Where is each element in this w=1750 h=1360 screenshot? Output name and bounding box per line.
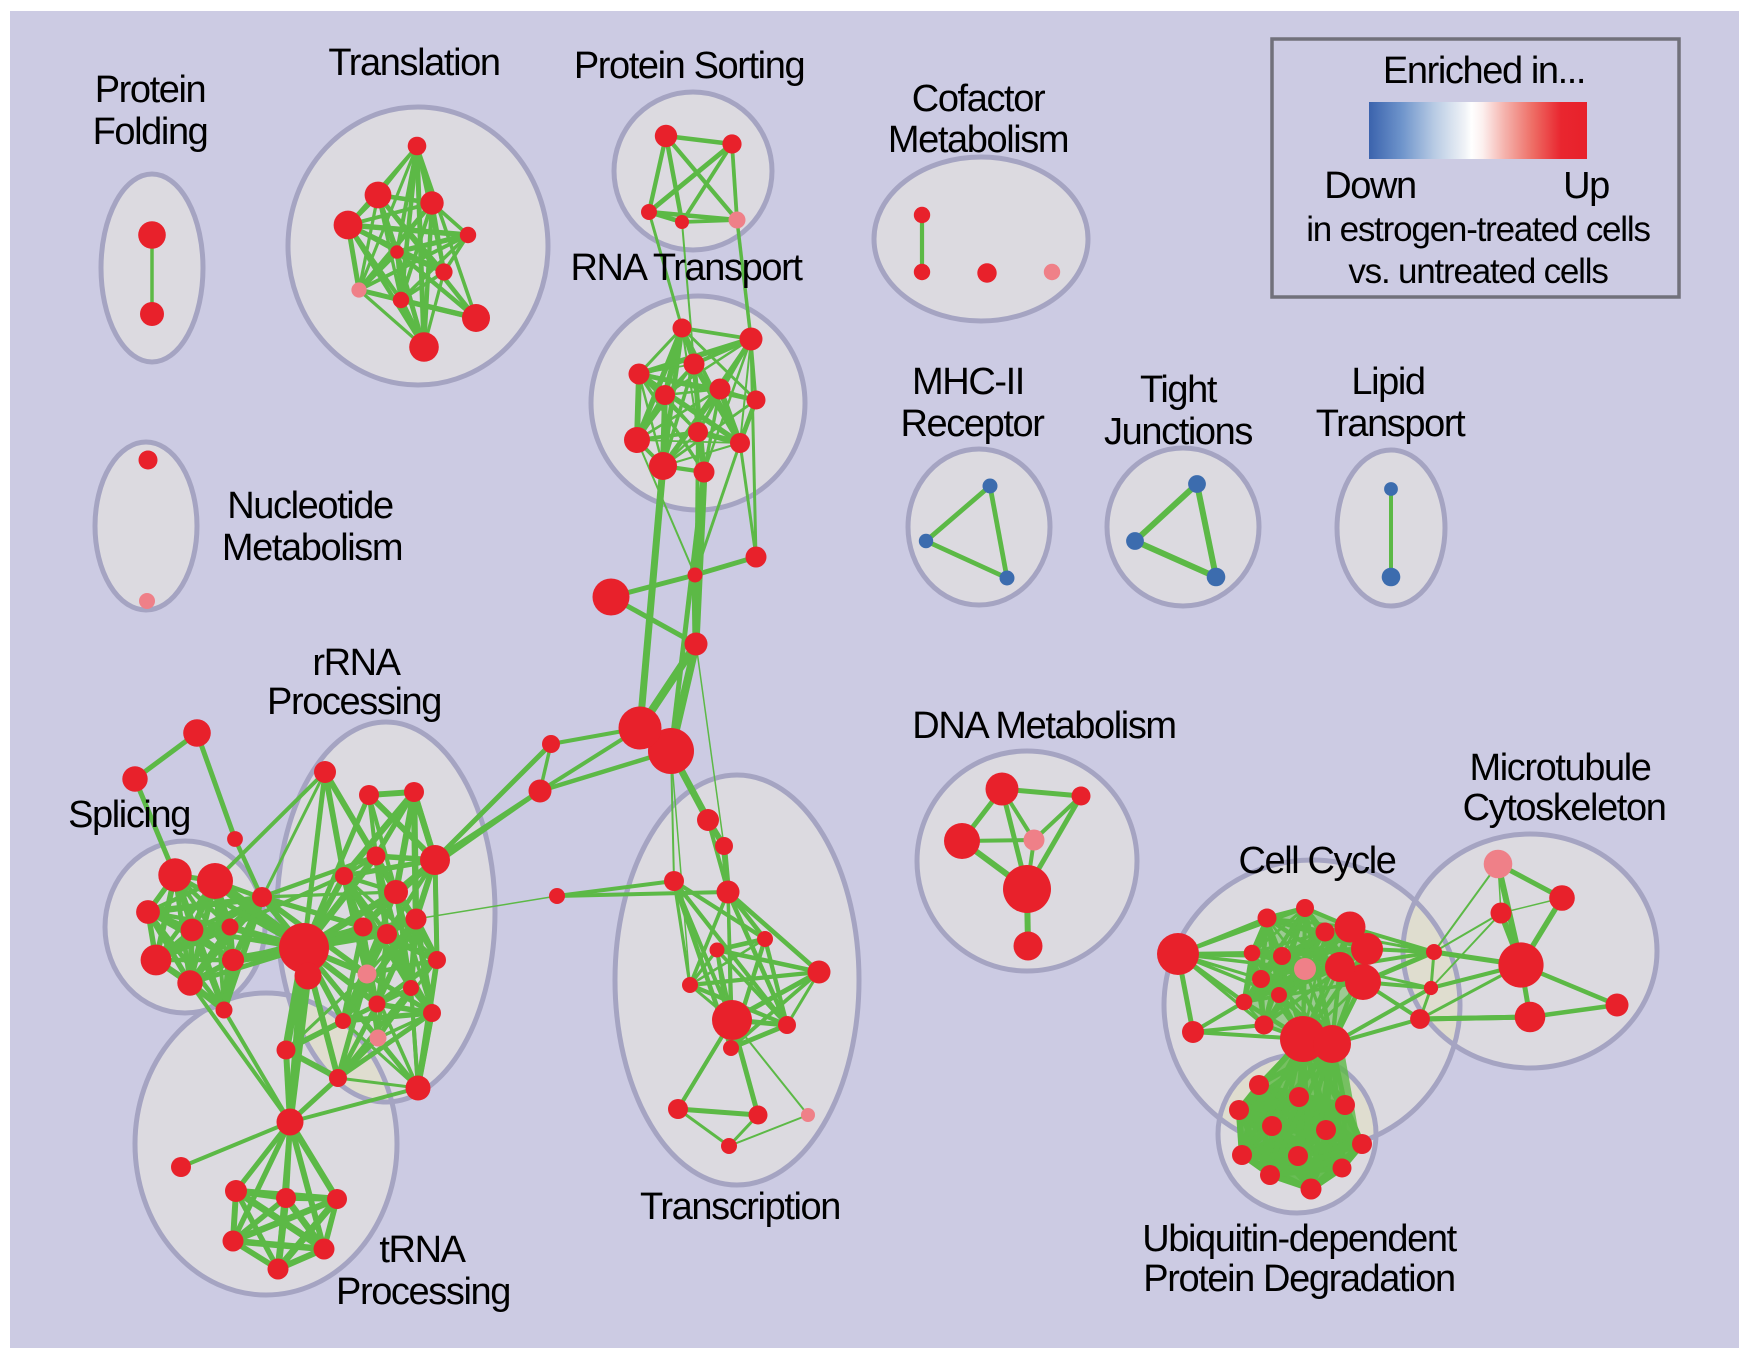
svg-text:DNA Metabolism: DNA Metabolism: [912, 705, 1175, 747]
svg-text:Metabolism: Metabolism: [222, 527, 402, 569]
svg-text:Tight: Tight: [1140, 369, 1218, 411]
svg-text:Nucleotide: Nucleotide: [227, 485, 393, 527]
svg-text:Splicing: Splicing: [68, 794, 190, 836]
svg-text:Protein Degradation: Protein Degradation: [1143, 1258, 1454, 1300]
svg-text:Transcription: Transcription: [640, 1186, 840, 1228]
svg-text:tRNA: tRNA: [379, 1229, 466, 1271]
svg-text:Protein: Protein: [95, 69, 206, 111]
svg-text:MHC-II: MHC-II: [912, 361, 1024, 403]
svg-text:Lipid: Lipid: [1351, 361, 1424, 403]
svg-text:Cell Cycle: Cell Cycle: [1238, 840, 1395, 882]
svg-text:rRNA: rRNA: [312, 642, 401, 684]
svg-text:Down: Down: [1324, 165, 1416, 207]
svg-text:Translation: Translation: [328, 42, 499, 84]
svg-text:Metabolism: Metabolism: [888, 119, 1068, 161]
svg-text:Protein Sorting: Protein Sorting: [574, 45, 804, 87]
svg-text:Cytoskeleton: Cytoskeleton: [1463, 787, 1666, 829]
svg-text:Receptor: Receptor: [901, 403, 1046, 445]
svg-text:Enriched in...: Enriched in...: [1383, 50, 1585, 92]
svg-text:vs. untreated cells: vs. untreated cells: [1348, 252, 1608, 291]
svg-text:Junctions: Junctions: [1104, 411, 1252, 453]
svg-text:Microtubule: Microtubule: [1469, 747, 1650, 789]
svg-text:Processing: Processing: [336, 1271, 510, 1313]
svg-text:Processing: Processing: [267, 681, 441, 723]
svg-text:RNA Transport: RNA Transport: [570, 247, 803, 289]
svg-text:Folding: Folding: [93, 111, 208, 153]
svg-text:Up: Up: [1563, 165, 1609, 207]
svg-text:Ubiquitin-dependent: Ubiquitin-dependent: [1142, 1218, 1457, 1260]
svg-text:Cofactor: Cofactor: [912, 78, 1046, 120]
svg-text:in estrogen-treated cells: in estrogen-treated cells: [1306, 210, 1650, 249]
svg-text:Transport: Transport: [1316, 403, 1466, 445]
